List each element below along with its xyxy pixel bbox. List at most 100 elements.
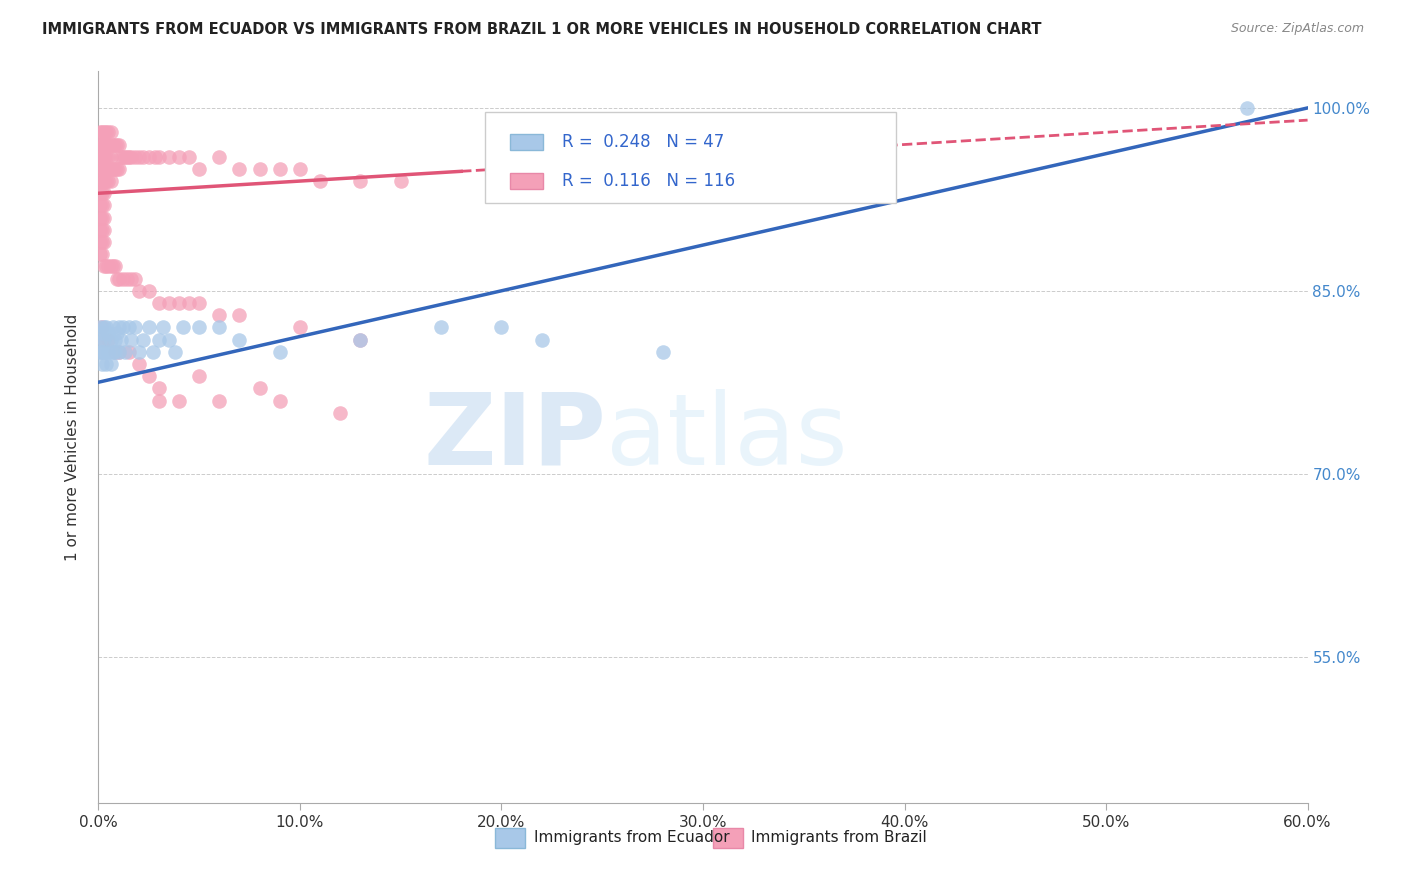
Point bbox=[143, 150, 166, 164]
Point bbox=[228, 333, 250, 347]
Point bbox=[96, 137, 118, 152]
Point bbox=[167, 296, 190, 310]
Point bbox=[96, 320, 118, 334]
Point bbox=[96, 125, 118, 139]
FancyBboxPatch shape bbox=[509, 134, 543, 150]
Point bbox=[91, 198, 114, 212]
Point bbox=[89, 174, 111, 188]
Point bbox=[138, 320, 160, 334]
FancyBboxPatch shape bbox=[509, 173, 543, 189]
Point bbox=[97, 260, 120, 274]
Point bbox=[100, 125, 122, 139]
Point bbox=[103, 344, 125, 359]
Text: R =  0.248   N = 47: R = 0.248 N = 47 bbox=[561, 133, 724, 151]
Text: atlas: atlas bbox=[606, 389, 848, 485]
Point bbox=[148, 296, 170, 310]
Point bbox=[107, 344, 129, 359]
Point bbox=[105, 326, 128, 341]
Point bbox=[89, 344, 111, 359]
Point bbox=[115, 271, 138, 285]
Y-axis label: 1 or more Vehicles in Household: 1 or more Vehicles in Household bbox=[65, 313, 80, 561]
Point bbox=[91, 223, 114, 237]
FancyBboxPatch shape bbox=[495, 828, 526, 848]
FancyBboxPatch shape bbox=[713, 828, 742, 848]
Point bbox=[128, 284, 150, 298]
Point bbox=[208, 393, 231, 408]
Point bbox=[172, 320, 194, 334]
Point bbox=[1236, 101, 1258, 115]
Point bbox=[167, 150, 190, 164]
Point bbox=[530, 333, 553, 347]
Point bbox=[491, 320, 513, 334]
Point bbox=[148, 150, 170, 164]
Point bbox=[124, 320, 146, 334]
Point bbox=[93, 186, 115, 201]
Point bbox=[93, 161, 115, 176]
Point bbox=[93, 125, 115, 139]
Point bbox=[97, 326, 120, 341]
Point bbox=[120, 271, 142, 285]
Point bbox=[91, 320, 114, 334]
Point bbox=[103, 344, 125, 359]
Point bbox=[208, 320, 231, 334]
Point bbox=[107, 320, 129, 334]
Point bbox=[91, 211, 114, 225]
Point bbox=[179, 296, 201, 310]
Point bbox=[96, 161, 118, 176]
Point bbox=[97, 161, 120, 176]
Point bbox=[128, 344, 150, 359]
Point bbox=[97, 150, 120, 164]
Point bbox=[89, 125, 111, 139]
Point bbox=[93, 260, 115, 274]
Point bbox=[167, 393, 190, 408]
Point bbox=[269, 344, 291, 359]
Point bbox=[93, 333, 115, 347]
Point bbox=[179, 150, 201, 164]
Point bbox=[111, 320, 134, 334]
Point bbox=[89, 333, 111, 347]
Point bbox=[124, 150, 146, 164]
Point bbox=[288, 320, 311, 334]
Point bbox=[89, 137, 111, 152]
Point bbox=[157, 150, 180, 164]
Point bbox=[101, 260, 124, 274]
Point bbox=[105, 161, 128, 176]
Point bbox=[148, 393, 170, 408]
Point bbox=[228, 161, 250, 176]
Point bbox=[89, 198, 111, 212]
Point bbox=[138, 284, 160, 298]
Point bbox=[110, 333, 132, 347]
Point bbox=[107, 161, 129, 176]
Text: R =  0.116   N = 116: R = 0.116 N = 116 bbox=[561, 172, 735, 190]
Point bbox=[269, 161, 291, 176]
Point bbox=[142, 344, 165, 359]
Point bbox=[329, 406, 352, 420]
Point bbox=[91, 326, 114, 341]
Point bbox=[96, 260, 118, 274]
Point bbox=[100, 150, 122, 164]
Point bbox=[114, 150, 136, 164]
Point bbox=[91, 247, 114, 261]
Point bbox=[89, 247, 111, 261]
Point bbox=[96, 357, 118, 371]
Point bbox=[111, 150, 134, 164]
Point bbox=[651, 344, 673, 359]
Point bbox=[107, 344, 129, 359]
Text: ZIP: ZIP bbox=[423, 389, 606, 485]
Point bbox=[208, 150, 231, 164]
Point bbox=[96, 174, 118, 188]
Point bbox=[89, 161, 111, 176]
Point bbox=[128, 357, 150, 371]
Point bbox=[103, 333, 125, 347]
Point bbox=[111, 271, 134, 285]
Text: Source: ZipAtlas.com: Source: ZipAtlas.com bbox=[1230, 22, 1364, 36]
Point bbox=[389, 174, 412, 188]
Point bbox=[89, 235, 111, 249]
Point bbox=[138, 150, 160, 164]
Text: IMMIGRANTS FROM ECUADOR VS IMMIGRANTS FROM BRAZIL 1 OR MORE VEHICLES IN HOUSEHOL: IMMIGRANTS FROM ECUADOR VS IMMIGRANTS FR… bbox=[42, 22, 1042, 37]
Point bbox=[97, 125, 120, 139]
Text: Immigrants from Ecuador: Immigrants from Ecuador bbox=[534, 830, 730, 846]
Point bbox=[89, 320, 111, 334]
Point bbox=[93, 320, 115, 334]
Point bbox=[138, 369, 160, 384]
